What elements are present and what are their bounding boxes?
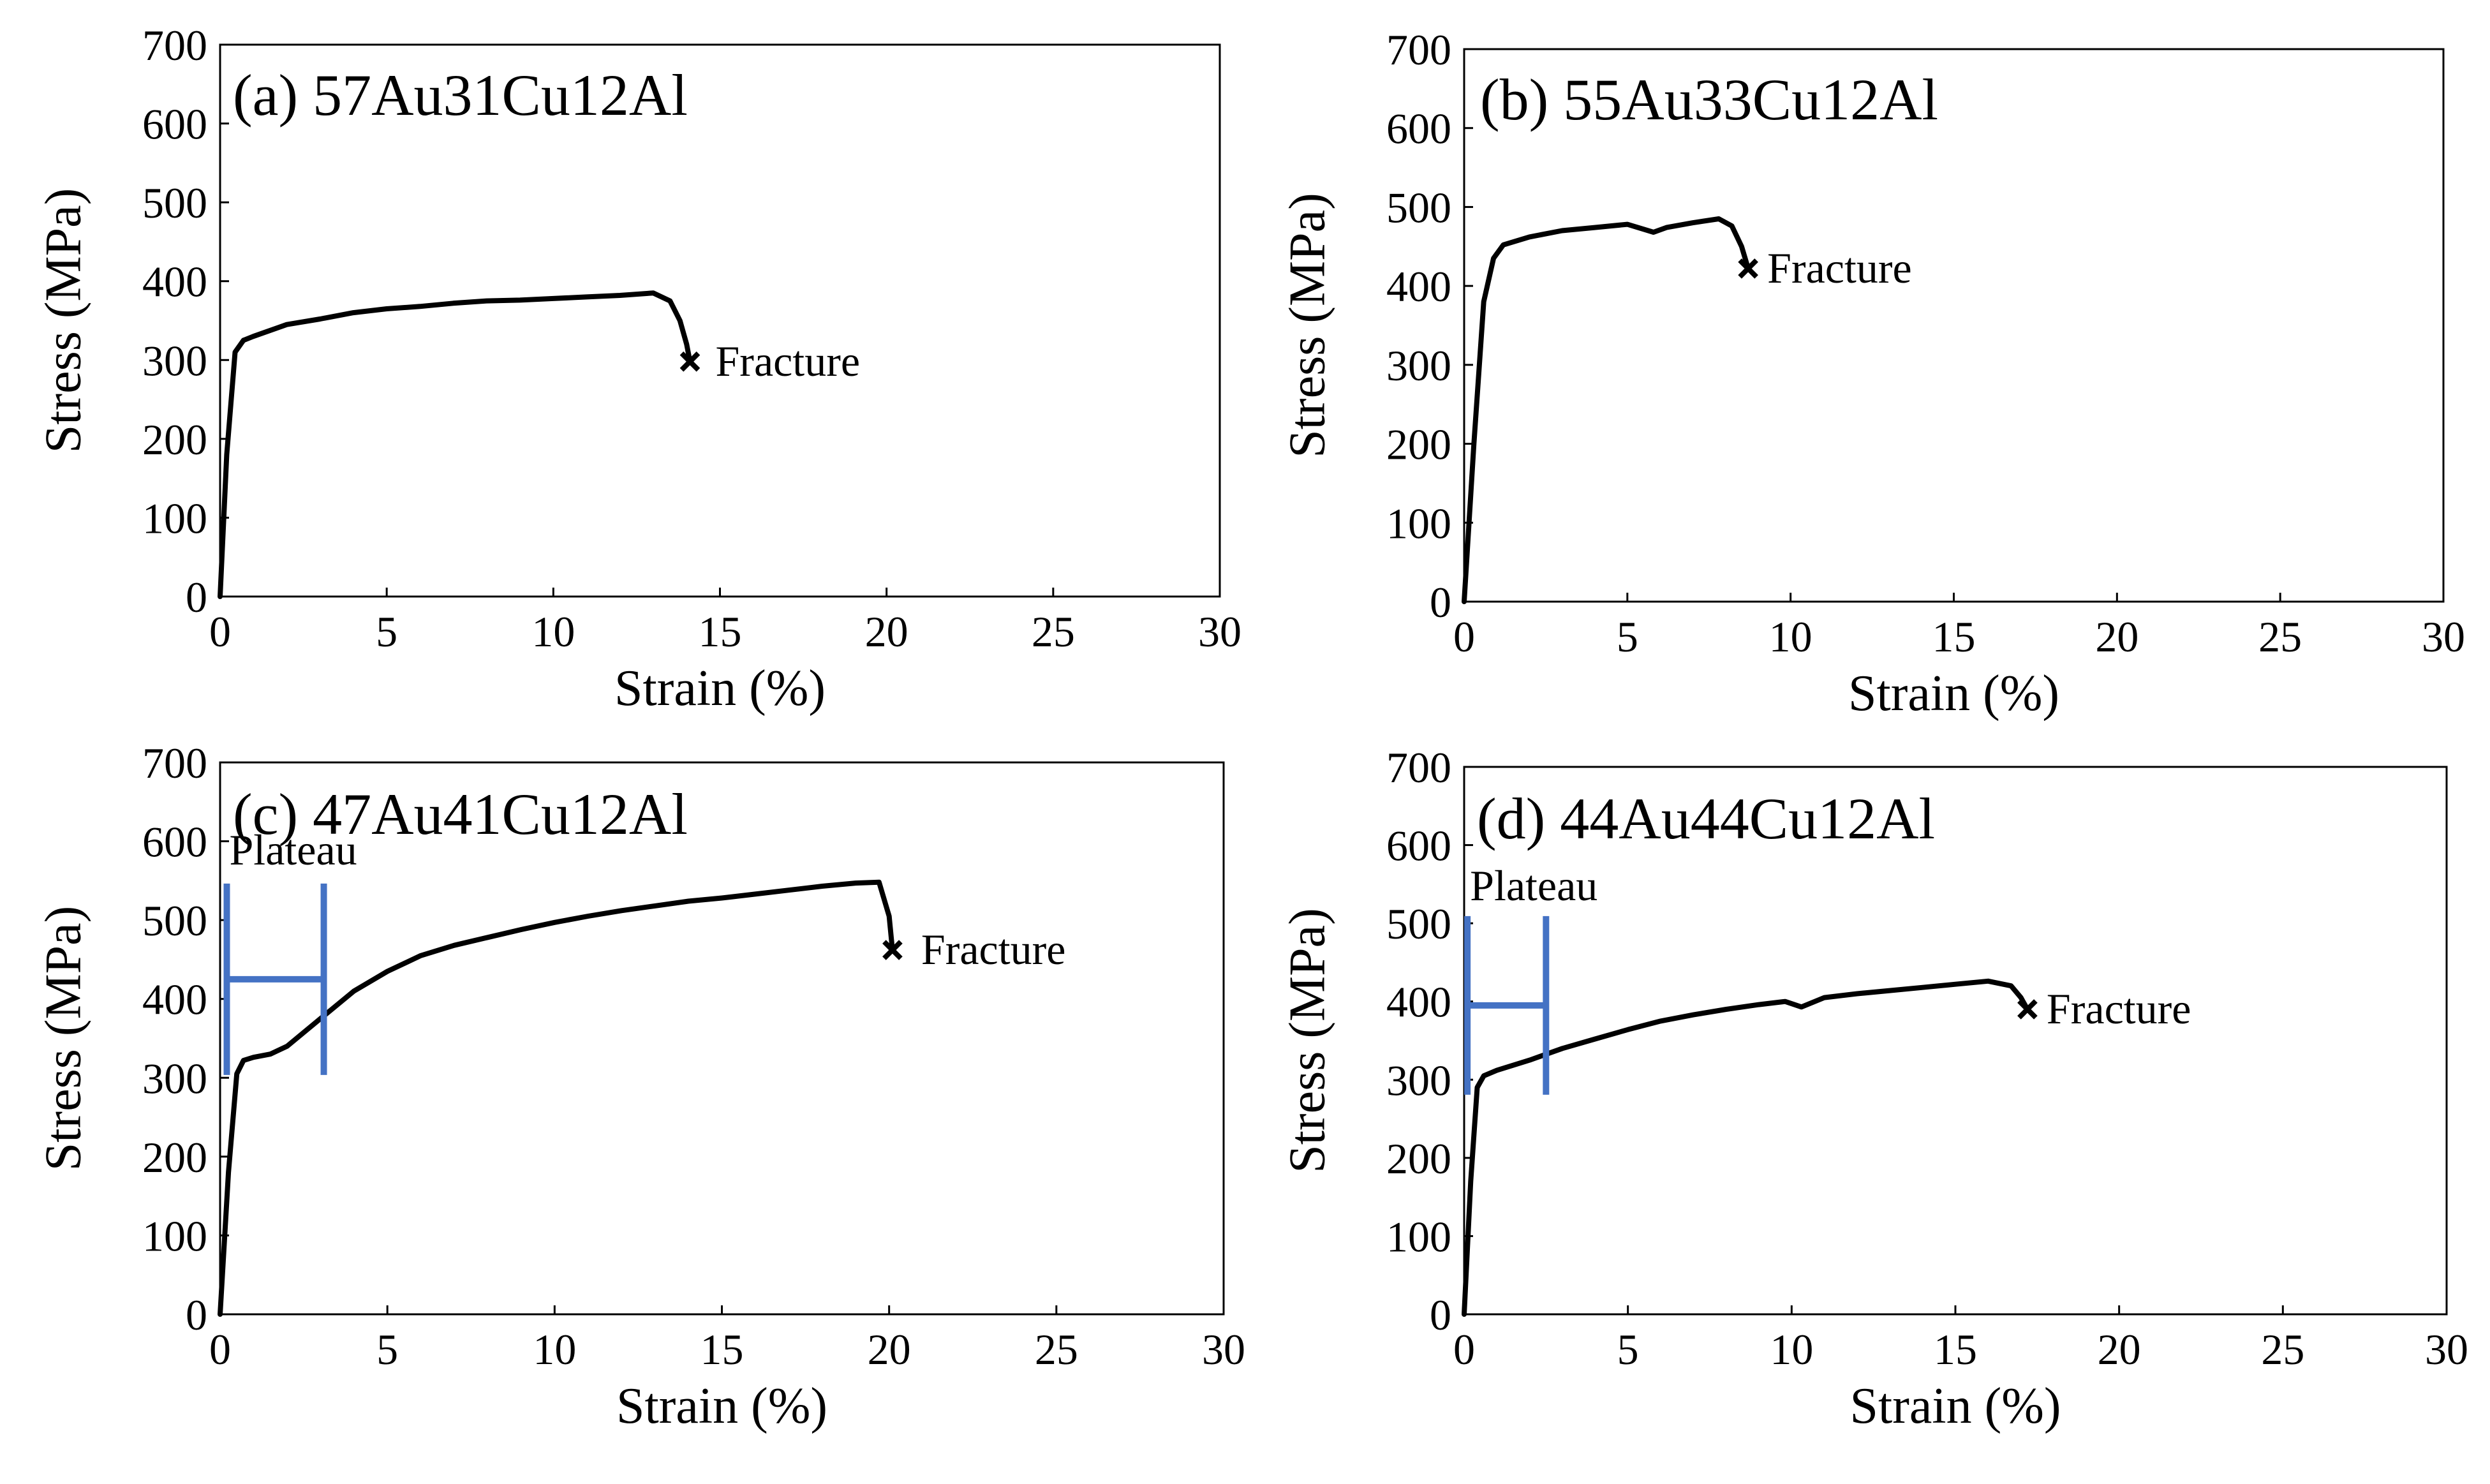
- x-tick-label: 0: [209, 1325, 231, 1374]
- x-tick-label: 30: [2422, 612, 2465, 661]
- y-tick-label: 100: [1386, 1212, 1451, 1261]
- x-axis-label: Strain (%): [1848, 665, 2059, 722]
- y-tick-label: 200: [142, 415, 207, 464]
- y-tick-label: 200: [1386, 420, 1451, 469]
- fracture-label: Fracture: [1767, 244, 1912, 292]
- x-tick-label: 25: [1032, 607, 1075, 656]
- chart-panel-c: 0 5 10 15 20 25 300100200300400500600700Strain…: [35, 739, 1245, 1434]
- y-tick-label: 300: [1386, 341, 1451, 390]
- x-tick-label: 10: [1769, 612, 1812, 661]
- y-tick-label: 400: [1386, 978, 1451, 1027]
- y-tick-label: 100: [1386, 499, 1451, 547]
- x-tick-label: 15: [699, 607, 742, 656]
- panel-title: (d) 44Au44Cu12Al: [1477, 786, 1935, 851]
- y-tick-label: 0: [186, 573, 207, 621]
- y-axis-label: Stress (MPa): [1279, 908, 1335, 1173]
- x-tick-label: 15: [1932, 612, 1976, 661]
- x-tick-label: 15: [700, 1325, 744, 1374]
- y-tick-label: 0: [186, 1291, 207, 1339]
- panel-title: (a) 57Au31Cu12Al: [233, 63, 688, 128]
- x-tick-label: 0: [209, 607, 231, 656]
- fracture-marker: [882, 940, 903, 960]
- stress-strain-curve: [1462, 978, 2030, 1317]
- panel-title: (b) 55Au33Cu12Al: [1480, 67, 1938, 132]
- y-tick-label: 300: [142, 336, 207, 385]
- stress-strain-curve: [218, 290, 693, 599]
- x-tick-label: 5: [1617, 612, 1638, 661]
- y-tick-label: 300: [142, 1054, 207, 1102]
- x-tick-label: 20: [2098, 1325, 2141, 1374]
- y-tick-label: 600: [142, 818, 207, 866]
- fracture-label: Fracture: [715, 337, 860, 385]
- x-axis-label: Strain (%): [1849, 1378, 2061, 1434]
- y-tick-label: 500: [1386, 900, 1451, 948]
- plateau-label: Plateau: [229, 826, 357, 874]
- fracture-marker: [679, 351, 700, 372]
- y-tick-label: 100: [142, 494, 207, 542]
- x-tick-label: 5: [1617, 1325, 1639, 1374]
- x-tick-label: 25: [2258, 612, 2302, 661]
- fracture-label: Fracture: [921, 925, 1066, 974]
- x-tick-label: 20: [865, 607, 908, 656]
- y-tick-label: 600: [1386, 822, 1451, 870]
- x-tick-label: 10: [531, 607, 575, 656]
- panel-title: (c) 47Au41Cu12Al: [233, 782, 688, 847]
- y-tick-label: 200: [142, 1133, 207, 1182]
- y-tick-label: 300: [1386, 1056, 1451, 1104]
- y-axis-label: Stress (MPa): [35, 188, 91, 454]
- fracture-marker: [2017, 999, 2038, 1020]
- x-tick-label: 25: [2261, 1325, 2304, 1374]
- x-tick-label: 10: [533, 1325, 576, 1374]
- y-tick-label: 400: [142, 258, 207, 306]
- y-tick-label: 400: [1386, 262, 1451, 311]
- x-tick-label: 20: [868, 1325, 911, 1374]
- plateau-label: Plateau: [1470, 861, 1597, 910]
- chart-panel-a: 0 5 10 15 20 25 300100200300400500600700Strain…: [35, 21, 1241, 716]
- y-axis-label: Stress (MPa): [1279, 193, 1335, 458]
- y-tick-label: 600: [142, 100, 207, 149]
- x-tick-label: 30: [2425, 1325, 2468, 1374]
- x-axis-label: Strain (%): [614, 660, 826, 716]
- y-tick-label: 700: [142, 21, 207, 70]
- y-tick-label: 0: [1430, 1291, 1451, 1339]
- y-tick-label: 0: [1430, 578, 1451, 627]
- stress-strain-curve: [1462, 216, 1751, 604]
- fracture-marker: [1738, 258, 1758, 279]
- y-tick-label: 400: [142, 976, 207, 1024]
- y-tick-label: 700: [1386, 26, 1451, 74]
- x-tick-label: 0: [1453, 1325, 1475, 1374]
- y-tick-label: 700: [1386, 743, 1451, 792]
- x-tick-label: 15: [1934, 1325, 1977, 1374]
- y-tick-label: 500: [142, 896, 207, 945]
- chart-panel-d: 0 5 10 15 20 25 300100200300400500600700Strain…: [1279, 743, 2468, 1434]
- x-tick-label: 0: [1453, 612, 1475, 661]
- x-tick-label: 5: [376, 1325, 398, 1374]
- y-tick-label: 200: [1386, 1134, 1451, 1183]
- chart-panel-b: 0 5 10 15 20 25 300100200300400500600700Strain…: [1279, 26, 2465, 722]
- x-tick-label: 10: [1770, 1325, 1813, 1374]
- y-tick-label: 600: [1386, 105, 1451, 153]
- fracture-label: Fracture: [2047, 984, 2191, 1033]
- x-tick-label: 25: [1035, 1325, 1078, 1374]
- y-tick-label: 500: [1386, 183, 1451, 232]
- y-tick-label: 700: [142, 739, 207, 787]
- x-axis-label: Strain (%): [616, 1378, 827, 1434]
- stress-strain-curve: [218, 879, 895, 1317]
- x-tick-label: 5: [376, 607, 397, 656]
- y-axis-label: Stress (MPa): [35, 906, 91, 1171]
- y-tick-label: 100: [142, 1212, 207, 1260]
- x-tick-label: 30: [1202, 1325, 1245, 1374]
- x-tick-label: 30: [1198, 607, 1241, 656]
- y-tick-label: 500: [142, 179, 207, 227]
- x-tick-label: 20: [2095, 612, 2138, 661]
